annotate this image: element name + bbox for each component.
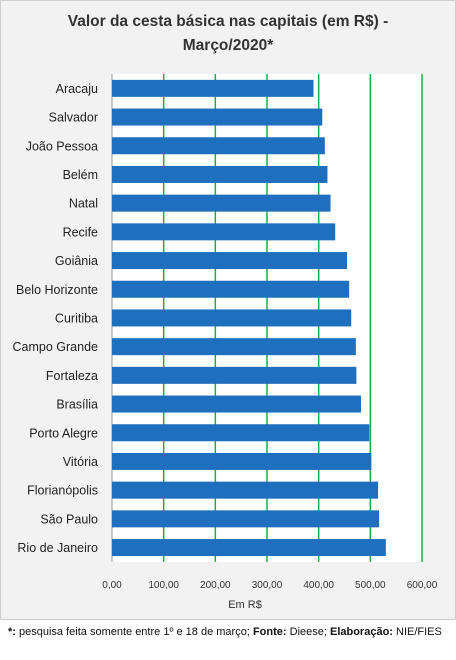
bar [112,309,352,327]
bars [112,79,386,557]
bar [112,280,350,298]
category-label: João Pessoa [26,139,98,153]
category-label: Salvador [49,111,98,125]
category-labels: Aracaju Salvador João Pessoa Belém Natal Reci… [13,82,99,555]
x-tick-label: 400,00 [303,580,334,591]
x-tick-labels: 0,00 100,00 200,00 300,00 400,00 500,00 600,00 [102,580,437,591]
category-label: Curitiba [55,311,98,325]
footnote-elaboration-label: Elaboração: [329,626,393,638]
bar [112,108,323,126]
category-label: Fortaleza [46,369,98,383]
bar [112,338,356,356]
footnote-text: pesquisa feita somente entre 1º e 18 de … [15,626,253,638]
category-label: São Paulo [40,512,98,526]
bar [112,194,331,212]
bar [112,539,386,557]
x-axis-title: Em R$ [228,599,262,611]
bar [112,452,372,470]
category-label: Recife [63,225,98,239]
x-tick-label: 300,00 [252,580,283,591]
chart-title-line2: Março/2020* [182,37,274,54]
chart-title: Valor da cesta básica nas capitais (em R… [0,10,456,58]
footnote-source-label: Fonte: [252,626,287,638]
category-label: Rio de Janeiro [17,541,98,555]
footnote-marker: *: [8,626,16,638]
category-label: Belo Horizonte [16,283,98,297]
category-label: Belém [63,168,98,182]
category-label: Goiânia [55,254,98,268]
category-label: Florianópolis [27,484,98,498]
category-label: Brasília [56,398,98,412]
bar [112,510,380,528]
x-tick-label: 500,00 [355,580,386,591]
category-label: Vitória [63,455,98,469]
chart-title-line1: Valor da cesta básica nas capitais (em R… [67,13,389,30]
footnote-elaboration-value: NIE/FIES [392,626,442,638]
footnote-source-value: Dieese; [286,626,330,638]
bar-chart: Aracaju Salvador João Pessoa Belém Natal Reci… [13,74,438,611]
x-tick-label: 0,00 [102,580,122,591]
category-label: Natal [69,197,98,211]
x-tick-label: 600,00 [407,580,438,591]
bar [112,165,328,183]
bar [112,223,336,241]
footnote: *: pesquisa feita somente entre 1º e 18 … [8,624,448,640]
x-tick-label: 100,00 [148,580,179,591]
bar [112,366,357,384]
category-label: Porto Alegre [29,426,98,440]
bar [112,79,314,97]
category-label: Aracaju [56,82,98,96]
x-tick-label: 200,00 [200,580,231,591]
bar [112,481,379,499]
bar [112,395,362,413]
bar [112,252,348,270]
category-label: Campo Grande [13,340,99,354]
bar [112,137,325,155]
bar [112,424,370,442]
